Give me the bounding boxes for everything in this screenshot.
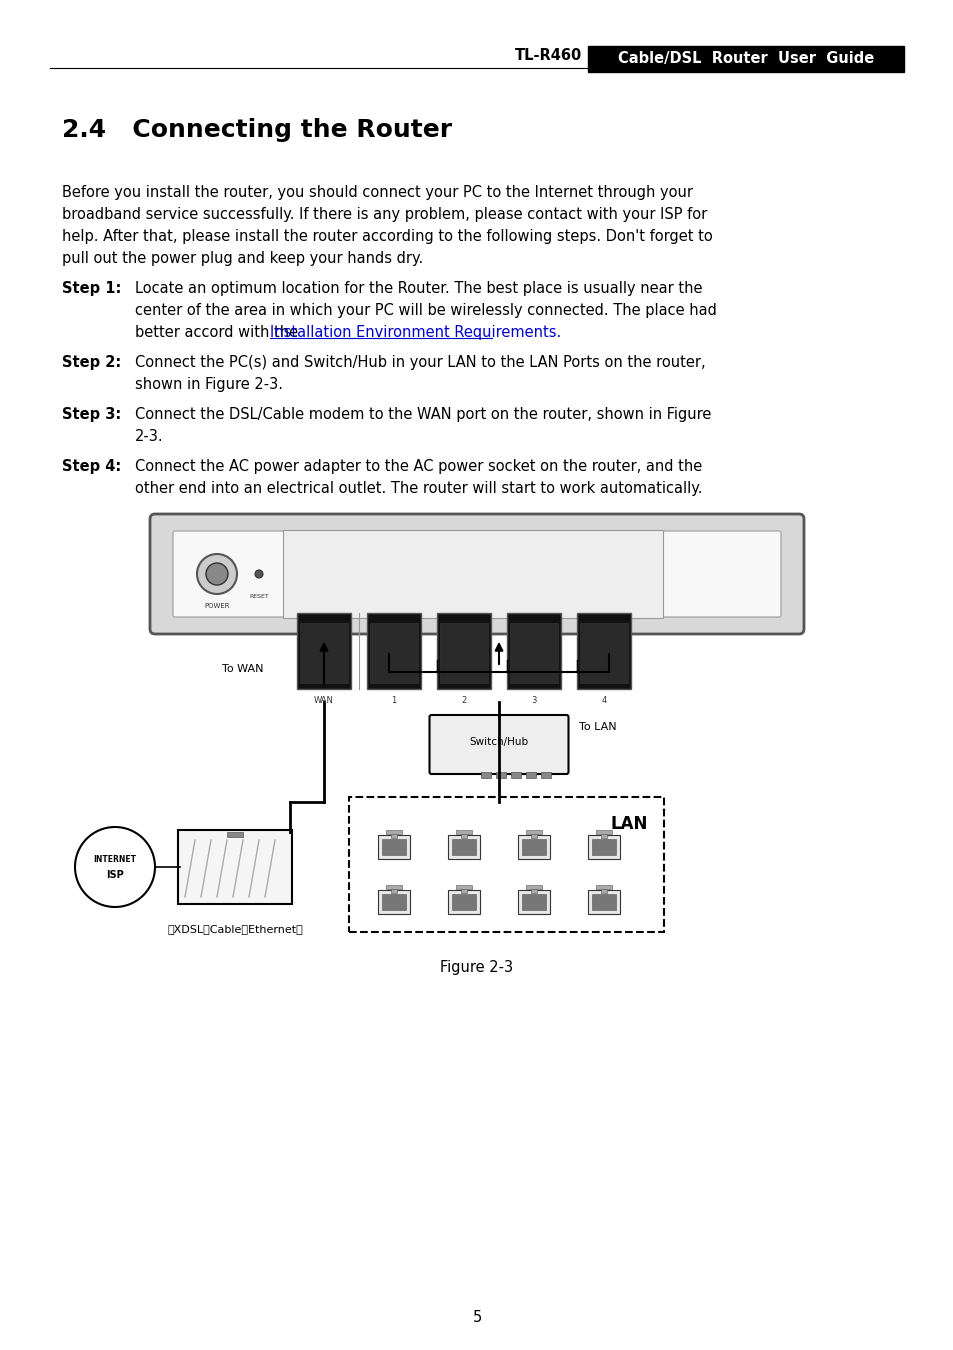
Bar	[296, 613, 351, 688]
FancyBboxPatch shape	[429, 716, 568, 774]
Bar	[452, 838, 476, 855]
Text: pull out the power plug and keep your hands dry.: pull out the power plug and keep your ha…	[62, 251, 423, 266]
Text: shown in Figure 2-3.: shown in Figure 2-3.	[135, 377, 283, 392]
Bar	[367, 613, 420, 688]
Text: broadband service successfully. If there is any problem, please contact with you: broadband service successfully. If there…	[62, 207, 706, 221]
Text: Step 2:: Step 2:	[62, 355, 121, 370]
Bar	[579, 622, 627, 683]
Bar	[531, 834, 537, 838]
FancyBboxPatch shape	[377, 890, 410, 914]
Bar	[531, 890, 537, 892]
Text: WAN: WAN	[314, 697, 334, 705]
Bar	[386, 886, 401, 890]
Bar	[460, 834, 467, 838]
Bar	[577, 613, 630, 688]
Bar	[600, 890, 606, 892]
Text: Cable/DSL  Router  User  Guide: Cable/DSL Router User Guide	[618, 51, 873, 66]
Bar	[386, 830, 401, 834]
FancyBboxPatch shape	[150, 514, 803, 634]
Text: To LAN: To LAN	[578, 722, 616, 732]
Bar	[600, 834, 606, 838]
Text: INTERNET: INTERNET	[93, 856, 136, 864]
Text: Locate an optimum location for the Router. The best place is usually near the: Locate an optimum location for the Route…	[135, 281, 701, 296]
Bar	[596, 830, 612, 834]
Bar	[456, 886, 472, 890]
FancyBboxPatch shape	[349, 796, 663, 932]
Bar	[370, 622, 417, 683]
Text: ISP: ISP	[106, 869, 124, 880]
FancyBboxPatch shape	[178, 830, 292, 905]
Bar	[521, 894, 545, 910]
Bar	[521, 838, 545, 855]
Text: Connect the AC power adapter to the AC power socket on the router, and the: Connect the AC power adapter to the AC p…	[135, 459, 701, 474]
FancyBboxPatch shape	[172, 531, 781, 617]
Bar	[496, 772, 506, 778]
Bar	[526, 772, 536, 778]
Bar	[511, 772, 521, 778]
FancyBboxPatch shape	[587, 836, 619, 859]
Text: other end into an electrical outlet. The router will start to work automatically: other end into an electrical outlet. The…	[135, 481, 701, 495]
Text: Step 4:: Step 4:	[62, 459, 121, 474]
Bar	[391, 834, 396, 838]
Circle shape	[254, 570, 263, 578]
Text: Connect the PC(s) and Switch/Hub in your LAN to the LAN Ports on the router,: Connect the PC(s) and Switch/Hub in your…	[135, 355, 705, 370]
Text: TL-R460: TL-R460	[515, 47, 581, 62]
Text: 4: 4	[600, 697, 606, 705]
Bar	[452, 894, 476, 910]
Bar	[381, 838, 406, 855]
Text: Step 1:: Step 1:	[62, 281, 121, 296]
Text: （XDSL、Cable、Ethernet）: （XDSL、Cable、Ethernet）	[167, 923, 302, 934]
FancyBboxPatch shape	[283, 531, 662, 618]
FancyBboxPatch shape	[377, 836, 410, 859]
FancyBboxPatch shape	[517, 890, 550, 914]
Text: 3: 3	[531, 697, 537, 705]
Circle shape	[75, 828, 154, 907]
Text: 2.4   Connecting the Router: 2.4 Connecting the Router	[62, 117, 452, 142]
Text: help. After that, please install the router according to the following steps. Do: help. After that, please install the rou…	[62, 230, 712, 244]
Bar	[592, 894, 616, 910]
Bar	[456, 830, 472, 834]
Text: better accord with the: better accord with the	[135, 325, 302, 340]
Circle shape	[196, 554, 236, 594]
Bar	[381, 894, 406, 910]
Text: Installation Environment Requirements.: Installation Environment Requirements.	[270, 325, 560, 340]
Bar	[460, 890, 467, 892]
Text: 2-3.: 2-3.	[135, 429, 164, 444]
Text: Before you install the router, you should connect your PC to the Internet throug: Before you install the router, you shoul…	[62, 185, 692, 200]
Bar	[439, 622, 488, 683]
Bar	[227, 832, 243, 837]
Text: 1: 1	[391, 697, 396, 705]
Text: Switch/Hub: Switch/Hub	[469, 737, 528, 748]
Bar	[525, 886, 541, 890]
Bar	[506, 613, 560, 688]
Bar	[510, 622, 558, 683]
FancyBboxPatch shape	[517, 836, 550, 859]
Bar	[592, 838, 616, 855]
Bar	[391, 890, 396, 892]
FancyBboxPatch shape	[587, 46, 903, 72]
Text: 2: 2	[461, 697, 466, 705]
Text: center of the area in which your PC will be wirelessly connected. The place had: center of the area in which your PC will…	[135, 302, 716, 319]
Text: RESET: RESET	[249, 594, 269, 598]
Text: LAN: LAN	[610, 815, 647, 833]
Bar	[541, 772, 551, 778]
Text: To WAN: To WAN	[222, 664, 264, 674]
Text: 5: 5	[472, 1311, 481, 1326]
Text: Figure 2-3: Figure 2-3	[440, 960, 513, 975]
FancyBboxPatch shape	[448, 890, 479, 914]
FancyBboxPatch shape	[448, 836, 479, 859]
Circle shape	[206, 563, 228, 585]
Text: POWER: POWER	[204, 603, 230, 609]
Text: Connect the DSL/Cable modem to the WAN port on the router, shown in Figure: Connect the DSL/Cable modem to the WAN p…	[135, 406, 711, 423]
Bar	[481, 772, 491, 778]
FancyBboxPatch shape	[587, 890, 619, 914]
Bar	[596, 886, 612, 890]
Bar	[299, 622, 348, 683]
Bar	[525, 830, 541, 834]
Bar	[436, 613, 491, 688]
Text: Step 3:: Step 3:	[62, 406, 121, 423]
